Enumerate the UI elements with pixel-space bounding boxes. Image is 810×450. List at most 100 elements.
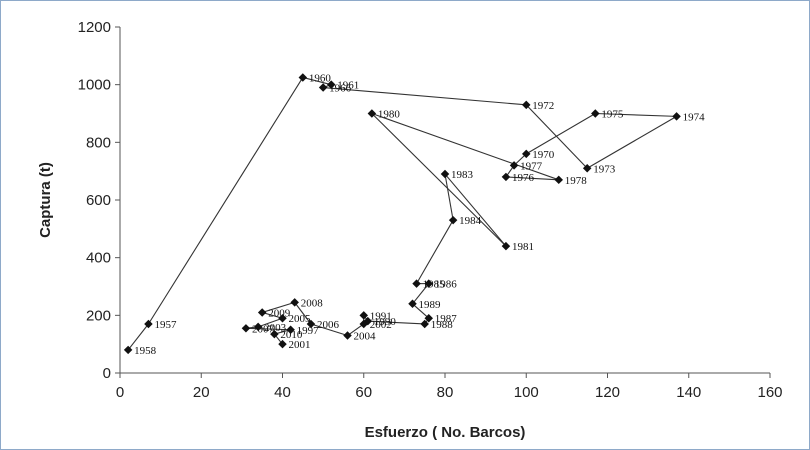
data-point bbox=[412, 279, 421, 288]
data-point bbox=[359, 319, 368, 329]
series-segment bbox=[367, 320, 425, 325]
series-segment bbox=[371, 112, 559, 181]
data-point bbox=[270, 329, 279, 339]
data-point-label: 1984 bbox=[459, 215, 482, 227]
data-point-label: 1957 bbox=[154, 319, 177, 331]
data-point-label: 1983 bbox=[451, 169, 474, 181]
data-point-label: 1961 bbox=[337, 80, 359, 92]
data-point bbox=[253, 322, 263, 332]
data-point-label: 2001 bbox=[289, 339, 311, 351]
data-point-label: 1974 bbox=[683, 111, 706, 123]
series-segment bbox=[147, 77, 304, 325]
series-segment bbox=[412, 283, 430, 305]
series-segment bbox=[505, 176, 559, 181]
data-point bbox=[286, 325, 295, 334]
data-point-label: 1972 bbox=[532, 100, 554, 112]
x-tick-label: 60 bbox=[355, 384, 372, 401]
series-points bbox=[123, 73, 681, 355]
data-point-label: 1973 bbox=[593, 163, 616, 175]
y-tick-label: 800 bbox=[86, 134, 111, 151]
data-point-label: 1987 bbox=[435, 313, 458, 325]
series-segment bbox=[262, 301, 295, 313]
data-point bbox=[420, 319, 429, 329]
data-point-label: 1985 bbox=[423, 279, 446, 291]
y-tick-label: 1200 bbox=[78, 19, 111, 36]
data-point bbox=[327, 80, 336, 89]
data-point bbox=[359, 311, 368, 320]
data-point bbox=[278, 339, 287, 349]
x-tick-label: 140 bbox=[676, 384, 701, 401]
series-segment bbox=[595, 112, 677, 117]
data-point-label: 1981 bbox=[512, 241, 534, 253]
axes: 0 20 40 60 80 100 120 140 160 0 200 400 600 800 1000 12… bbox=[78, 19, 783, 401]
data-point-label: 1970 bbox=[532, 149, 555, 161]
data-point bbox=[408, 299, 417, 309]
y-tick-label: 200 bbox=[86, 307, 111, 324]
series-segment bbox=[416, 219, 454, 284]
data-point-label: 1958 bbox=[134, 345, 157, 357]
x-tick-label: 100 bbox=[514, 384, 539, 401]
x-axis-title: Esfuerzo ( No. Barcos) bbox=[365, 424, 526, 441]
series-segment bbox=[444, 173, 507, 247]
y-tick-label: 600 bbox=[86, 192, 111, 209]
data-point bbox=[318, 83, 328, 92]
y-tick-label: 1000 bbox=[78, 77, 111, 94]
series-segment bbox=[586, 115, 677, 169]
data-point-label: 2005 bbox=[289, 313, 312, 325]
data-point-label: 1976 bbox=[512, 172, 535, 184]
data-point bbox=[501, 241, 511, 251]
data-point-label: 1980 bbox=[378, 109, 401, 121]
x-tick-label: 40 bbox=[274, 384, 291, 401]
data-point bbox=[257, 308, 267, 317]
data-point bbox=[144, 319, 153, 329]
data-point-label: 2003 bbox=[264, 322, 287, 334]
series-segment bbox=[347, 323, 365, 336]
series-segment bbox=[294, 302, 312, 325]
x-tick-label: 80 bbox=[437, 384, 454, 401]
series-lines bbox=[127, 76, 677, 351]
data-point bbox=[424, 279, 433, 288]
series-segment bbox=[310, 323, 348, 337]
data-point bbox=[241, 324, 251, 333]
data-point-label: 2008 bbox=[301, 297, 324, 309]
data-point-label: 1989 bbox=[419, 299, 442, 311]
data-point bbox=[278, 313, 287, 323]
data-point-label: 1988 bbox=[431, 319, 454, 331]
x-tick-label: 160 bbox=[757, 384, 782, 401]
data-point-label: 2002 bbox=[370, 319, 392, 331]
data-point-label: 1975 bbox=[601, 109, 624, 121]
data-point-label: 2009 bbox=[268, 307, 291, 319]
series-segment bbox=[257, 317, 283, 328]
data-point-label: 1997 bbox=[297, 325, 320, 337]
data-point-label: 2004 bbox=[354, 331, 377, 343]
series-segment bbox=[262, 311, 283, 319]
x-tick-label: 120 bbox=[595, 384, 620, 401]
data-point-label: 2007 bbox=[252, 323, 275, 335]
y-tick-label: 0 bbox=[103, 365, 111, 382]
series-segment bbox=[525, 113, 596, 155]
data-point bbox=[123, 345, 133, 355]
series-segment bbox=[323, 87, 527, 106]
data-point bbox=[424, 313, 433, 323]
series-segment bbox=[444, 173, 454, 221]
data-point-label: 1991 bbox=[370, 310, 392, 322]
data-point-label: 1986 bbox=[435, 279, 458, 291]
series-segment bbox=[371, 113, 507, 247]
data-point-label: 2010 bbox=[280, 329, 303, 341]
data-point bbox=[501, 172, 511, 182]
x-tick-label: 0 bbox=[116, 384, 124, 401]
series-segment bbox=[245, 327, 291, 331]
data-point-label: 1966 bbox=[329, 83, 352, 95]
x-tick-label: 20 bbox=[193, 384, 210, 401]
series-segment bbox=[302, 76, 332, 86]
y-tick-label: 400 bbox=[86, 250, 111, 267]
data-point bbox=[343, 331, 352, 340]
y-axis-title: Captura (t) bbox=[37, 162, 54, 238]
data-point-label: 1978 bbox=[565, 175, 588, 187]
data-point bbox=[367, 109, 377, 118]
data-point-label: 2006 bbox=[317, 319, 340, 331]
data-point bbox=[306, 319, 316, 329]
